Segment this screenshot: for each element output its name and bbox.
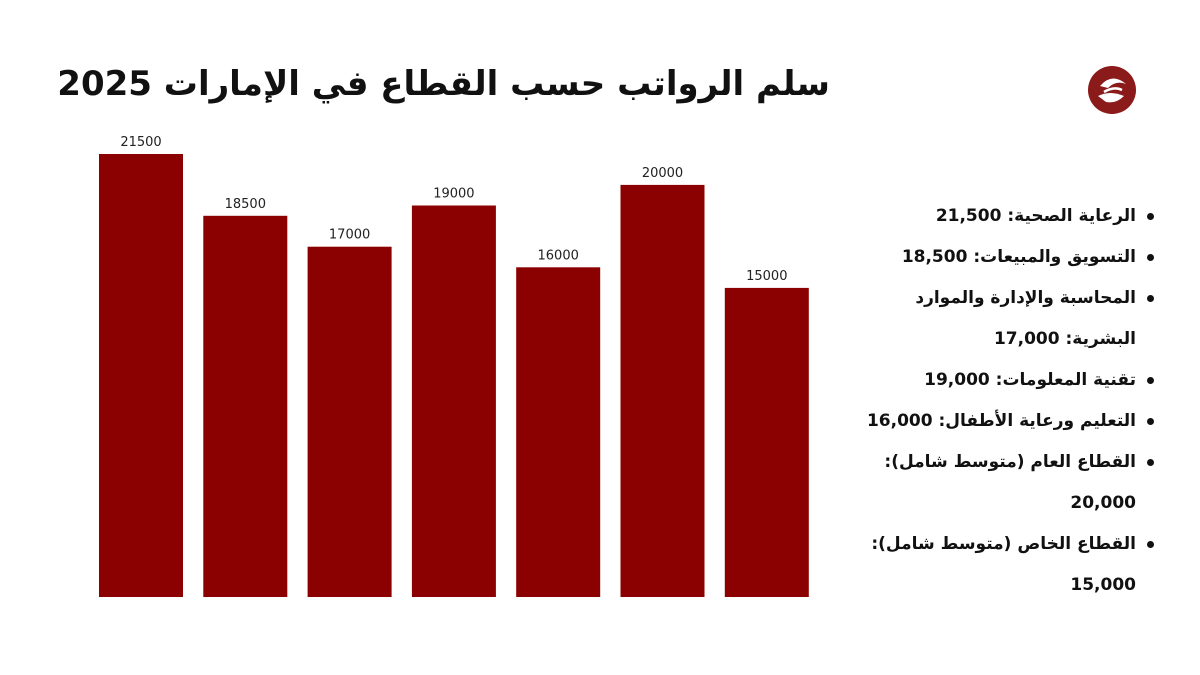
legend-item-public-sector: القطاع العام (متوسط شامل): 20,000 xyxy=(850,442,1160,524)
legend-item-accounting-hr: المحاسبة والإدارة والموارد البشرية: 17,0… xyxy=(850,278,1160,360)
page-title: سلم الرواتب حسب القطاع في الإمارات 2025 xyxy=(57,64,830,104)
site-logo-icon xyxy=(1088,66,1136,114)
bar-value-label-3: 19000 xyxy=(433,187,474,202)
legend-item-marketing-sales: التسويق والمبيعات: 18,500 xyxy=(850,237,1160,278)
legend-item-education: التعليم ورعاية الأطفال: 16,000 xyxy=(850,401,1160,442)
bar-value-label-4: 16000 xyxy=(538,248,579,263)
legend-list: الرعاية الصحية: 21,500 التسويق والمبيعات… xyxy=(850,196,1160,606)
bar-3 xyxy=(411,205,496,597)
bar-value-label-2: 17000 xyxy=(329,228,370,243)
bar-value-label-5: 20000 xyxy=(642,166,683,181)
bar-2 xyxy=(307,246,392,597)
bar-1 xyxy=(203,215,288,598)
bar-0 xyxy=(99,154,183,597)
bar-value-label-0: 21500 xyxy=(120,135,161,150)
legend-item-it: تقنية المعلومات: 19,000 xyxy=(850,360,1160,401)
bar-5 xyxy=(620,184,705,597)
legend-item-private-sector: القطاع الخاص (متوسط شامل): 15,000 xyxy=(850,524,1160,606)
bar-value-label-1: 18500 xyxy=(225,197,266,212)
bar-6 xyxy=(724,287,809,597)
bar-value-label-6: 15000 xyxy=(746,269,787,284)
legend-item-healthcare: الرعاية الصحية: 21,500 xyxy=(850,196,1160,237)
bar-4 xyxy=(516,267,601,597)
